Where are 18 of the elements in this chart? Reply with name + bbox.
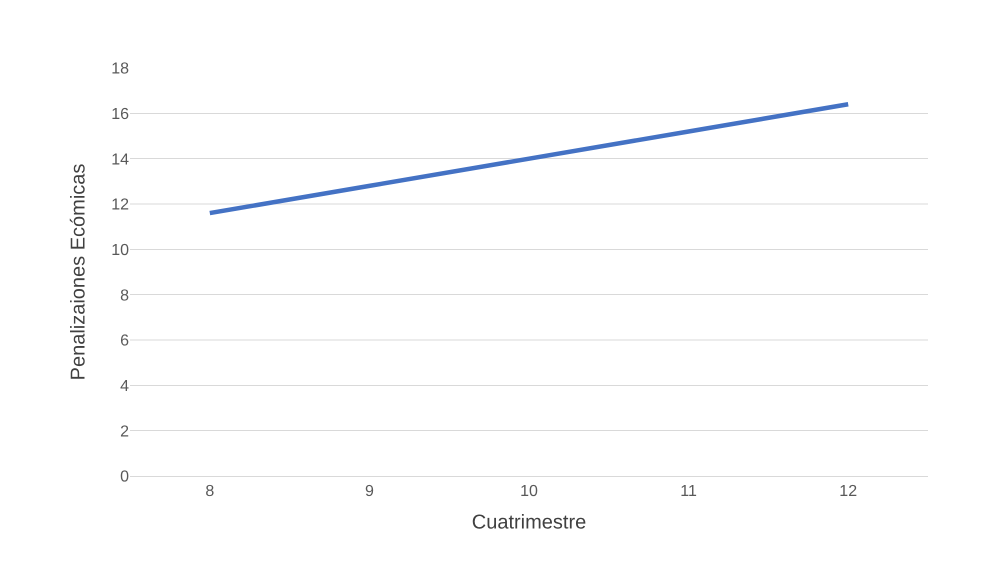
y-tick-label: 14 [111, 151, 130, 168]
y-tick-label: 8 [120, 287, 130, 304]
line-series [208, 102, 850, 216]
x-axis-title: Cuatrimestre [472, 512, 586, 534]
y-tick-label: 10 [111, 242, 130, 259]
x-tick-label: 9 [364, 483, 374, 500]
y-tick-label: 4 [120, 378, 130, 395]
y-axis-title: Penalizaiones Ecómicas [68, 164, 90, 380]
y-tick-label: 6 [120, 332, 130, 350]
x-tick-label: 11 [680, 483, 698, 500]
y-tick-label: 18 [111, 60, 130, 78]
x-tick-label: 10 [520, 483, 538, 500]
y-tick-label: 2 [120, 423, 130, 440]
y-tick-label: 0 [120, 468, 130, 486]
x-tick-label: 12 [839, 483, 858, 500]
y-tick-label: 12 [111, 196, 130, 214]
x-tick-label: 8 [205, 483, 214, 500]
y-tick-label: 16 [111, 106, 130, 123]
